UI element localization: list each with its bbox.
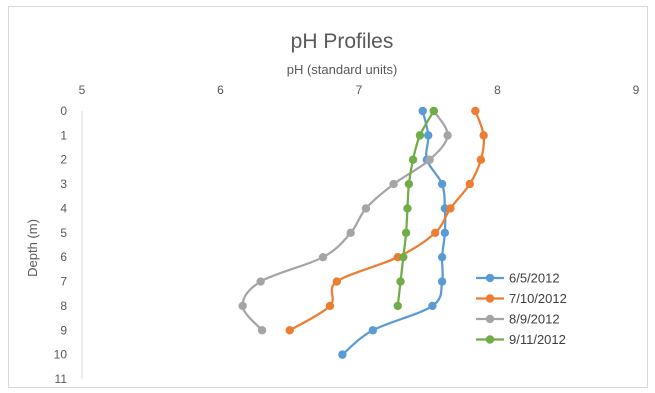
legend-marker	[485, 294, 495, 303]
y-tick-label: 3	[60, 177, 67, 191]
tick-labels: 5 6 7 8 9 0 1 2 3 4 5 6 7 8 9 10 11	[54, 83, 640, 386]
data-point	[424, 131, 433, 140]
legend-marker	[485, 335, 495, 344]
legend-label: 6/5/2012	[509, 271, 560, 286]
data-point	[446, 204, 455, 213]
legend-item: 6/5/2012	[476, 271, 560, 286]
data-point	[389, 179, 398, 189]
data-point	[443, 131, 452, 140]
data-point	[368, 326, 378, 335]
data-point	[256, 277, 265, 286]
data-point	[471, 106, 480, 116]
data-point	[437, 252, 447, 262]
data-point	[393, 301, 402, 311]
legend: 6/5/2012 7/10/2012 8/9/2012 9/11/2012	[476, 271, 567, 347]
legend-label: 8/9/2012	[509, 312, 560, 327]
series-line	[289, 110, 486, 332]
data-point	[399, 252, 408, 262]
y-tick-label: 8	[60, 299, 67, 313]
data-point	[437, 179, 447, 189]
x-tick-label: 9	[633, 83, 640, 97]
ph-profiles-chart: pH Profiles pH (standard units) Depth (m…	[25, 30, 640, 386]
y-tick-label: 0	[60, 104, 67, 118]
chart-frame: pH Profiles pH (standard units) Depth (m…	[8, 6, 648, 388]
data-point	[465, 179, 474, 189]
data-point	[479, 131, 488, 140]
data-point	[238, 301, 247, 311]
data-point	[318, 252, 328, 262]
legend-item: 7/10/2012	[476, 291, 567, 306]
data-point	[437, 277, 447, 286]
x-tick-label: 5	[79, 83, 86, 97]
chart-title: pH Profiles	[291, 30, 394, 53]
data-point	[338, 350, 347, 359]
legend-label: 7/10/2012	[509, 291, 567, 306]
y-tick-label: 10	[54, 348, 68, 362]
data-point	[425, 155, 434, 164]
data-point	[401, 228, 411, 238]
data-point	[476, 155, 486, 164]
y-tick-label: 2	[60, 153, 67, 167]
y-tick-label: 5	[60, 226, 67, 240]
data-point	[332, 277, 342, 286]
y-axis-title: Depth (m)	[25, 219, 40, 277]
legend-item: 9/11/2012	[476, 332, 566, 347]
x-axis-title: pH (standard units)	[287, 62, 398, 77]
data-point	[415, 131, 425, 140]
data-point	[403, 204, 412, 213]
x-tick-label: 6	[217, 83, 224, 97]
y-tick-label: 4	[60, 201, 67, 215]
data-point	[257, 326, 267, 335]
y-tick-label: 11	[55, 372, 68, 386]
x-tick-label: 8	[494, 83, 501, 97]
series-line	[241, 110, 449, 332]
x-tick-label: 7	[356, 83, 363, 97]
data-point	[408, 155, 418, 164]
series-layer	[238, 106, 488, 359]
y-tick-label: 9	[60, 323, 67, 337]
series-4	[393, 106, 438, 311]
data-point	[285, 326, 294, 335]
legend-marker	[485, 273, 495, 283]
series-2	[285, 106, 488, 335]
data-point	[404, 179, 414, 189]
series-line	[341, 110, 447, 356]
data-point	[361, 204, 371, 213]
data-point	[428, 301, 437, 311]
data-point	[325, 301, 335, 311]
legend-marker	[485, 314, 495, 324]
data-point	[429, 106, 438, 116]
data-point	[418, 106, 427, 116]
data-point	[440, 228, 450, 238]
legend-label: 9/11/2012	[509, 332, 566, 347]
y-tick-label: 6	[60, 250, 67, 264]
data-point	[346, 228, 355, 238]
series-3	[238, 106, 452, 335]
legend-item: 8/9/2012	[476, 312, 560, 327]
y-tick-label: 7	[60, 275, 67, 289]
data-point	[430, 228, 440, 238]
data-point	[396, 277, 405, 286]
y-tick-label: 1	[60, 128, 67, 142]
